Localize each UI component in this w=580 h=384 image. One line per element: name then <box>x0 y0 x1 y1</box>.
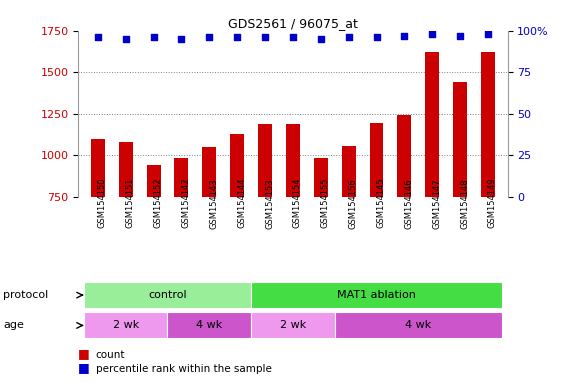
Text: GSM154154: GSM154154 <box>293 178 302 228</box>
Point <box>288 34 298 40</box>
Point <box>177 36 186 42</box>
Text: MAT1 ablation: MAT1 ablation <box>337 290 416 300</box>
Text: GSM154153: GSM154153 <box>265 178 274 228</box>
Bar <box>84 313 168 338</box>
Bar <box>91 139 105 197</box>
Bar <box>147 165 161 197</box>
Point <box>205 34 214 40</box>
Text: 2 wk: 2 wk <box>280 320 306 331</box>
Bar <box>230 134 244 197</box>
Text: 4 wk: 4 wk <box>196 320 222 331</box>
Bar <box>202 147 216 197</box>
Bar <box>251 313 335 338</box>
Text: GSM154146: GSM154146 <box>404 178 414 228</box>
Point <box>372 34 381 40</box>
Bar <box>251 282 502 308</box>
Bar <box>168 313 251 338</box>
Text: control: control <box>148 290 187 300</box>
Bar <box>286 124 300 197</box>
Bar <box>453 82 467 197</box>
Bar <box>335 313 502 338</box>
Point <box>260 34 270 40</box>
Bar <box>369 123 383 197</box>
Text: GSM154148: GSM154148 <box>460 178 469 228</box>
Bar <box>425 52 439 197</box>
Point <box>344 34 353 40</box>
Point <box>121 36 130 42</box>
Bar <box>342 146 356 197</box>
Point <box>400 33 409 39</box>
Text: GSM154151: GSM154151 <box>126 178 135 228</box>
Text: GSM154142: GSM154142 <box>182 178 190 228</box>
Text: 4 wk: 4 wk <box>405 320 432 331</box>
Text: GSM154149: GSM154149 <box>488 178 497 228</box>
Text: GSM154155: GSM154155 <box>321 178 330 228</box>
Point <box>233 34 242 40</box>
Bar <box>314 159 328 197</box>
Bar <box>481 52 495 197</box>
Text: count: count <box>96 350 125 360</box>
Text: GSM154147: GSM154147 <box>432 178 441 228</box>
Title: GDS2561 / 96075_at: GDS2561 / 96075_at <box>228 17 358 30</box>
Text: GSM154150: GSM154150 <box>98 178 107 228</box>
Bar <box>84 282 251 308</box>
Point <box>316 36 325 42</box>
Point <box>93 34 103 40</box>
Text: ■: ■ <box>78 347 90 360</box>
Bar <box>397 115 411 197</box>
Text: protocol: protocol <box>3 290 48 300</box>
Text: GSM154152: GSM154152 <box>154 178 162 228</box>
Point <box>427 31 437 37</box>
Point <box>455 33 465 39</box>
Text: age: age <box>3 320 24 331</box>
Text: 2 wk: 2 wk <box>113 320 139 331</box>
Bar <box>258 124 272 197</box>
Bar <box>119 142 133 197</box>
Point <box>149 34 158 40</box>
Text: GSM154143: GSM154143 <box>209 178 218 228</box>
Point <box>483 31 492 37</box>
Text: ■: ■ <box>78 361 90 374</box>
Bar <box>175 159 188 197</box>
Text: GSM154145: GSM154145 <box>376 178 386 228</box>
Text: GSM154144: GSM154144 <box>237 178 246 228</box>
Text: percentile rank within the sample: percentile rank within the sample <box>96 364 271 374</box>
Text: GSM154156: GSM154156 <box>349 178 358 228</box>
